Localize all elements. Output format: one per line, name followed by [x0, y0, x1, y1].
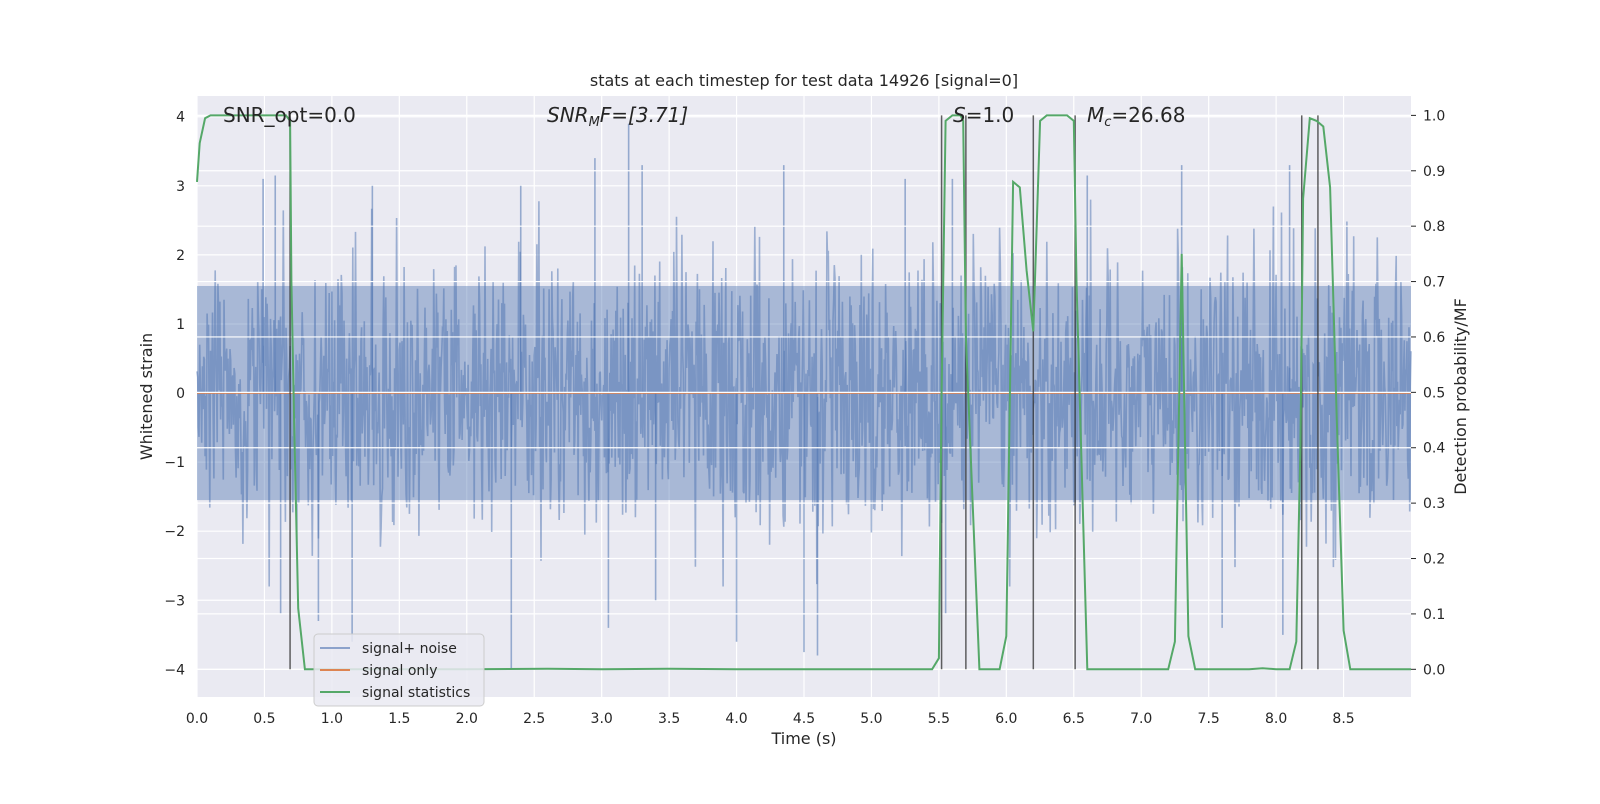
- right-axis-label: Detection probability/MF: [1451, 298, 1470, 495]
- x-axis-ticks: 0.0 0.5 1.0 1.5 2.0 2.5 3.0 3.5 4.0 4.5 5.0 5.5 6.0 6…: [186, 711, 1355, 727]
- signal-statistics-line: [196, 114, 1411, 671]
- x-tick-label: 7.5: [1198, 711, 1220, 727]
- right-tick-label: 0.7: [1423, 275, 1445, 291]
- right-tick-label: 0.2: [1423, 552, 1445, 568]
- x-tick-label: 8.5: [1332, 711, 1354, 727]
- right-tick-label: 0.4: [1423, 441, 1445, 457]
- right-tick-label: 0.9: [1423, 164, 1445, 180]
- annotation-snr-mf-subscript: M: [589, 115, 600, 130]
- annotations: SNR_opt=0.0 SNRMF=[3.71] S=1.0 Mc=26.68: [223, 103, 1185, 130]
- right-tick-label: 0.8: [1423, 219, 1445, 235]
- y-tick-label: −3: [164, 593, 185, 609]
- x-tick-label: 8.0: [1265, 711, 1287, 727]
- x-tick-label: 2.0: [456, 711, 478, 727]
- y-tick-label: −4: [164, 662, 185, 678]
- x-tick-label: 4.0: [725, 711, 747, 727]
- y-tick-label: 2: [176, 248, 185, 264]
- y-tick-label: 0: [176, 386, 185, 402]
- series-signal-statistics: [196, 114, 1411, 671]
- right-tick-label: 0.3: [1423, 496, 1445, 512]
- x-tick-label: 2.5: [523, 711, 545, 727]
- right-tick-label: 0.5: [1423, 385, 1445, 401]
- legend-label: signal only: [362, 663, 437, 679]
- y-tick-label: −1: [164, 455, 185, 471]
- signal-noise-line: [196, 199, 1412, 587]
- annotation-mc-subscript: c: [1104, 115, 1111, 130]
- y-tick-label: −2: [164, 524, 185, 540]
- annotation-mc-symbol: M: [1087, 103, 1104, 127]
- annotation-s: S=1.0: [953, 103, 1014, 127]
- annotation-snr-mf-value: F=[3.71]: [600, 103, 688, 127]
- y-tick-label: 4: [176, 110, 185, 126]
- x-tick-label: 5.0: [860, 711, 882, 727]
- right-tick-label: 0.6: [1423, 330, 1445, 346]
- x-tick-label: 0.5: [253, 711, 275, 727]
- annotation-s-value: =1.0: [966, 103, 1015, 127]
- legend-label: signal+ noise: [362, 641, 457, 657]
- chart-title: stats at each timestep for test data 149…: [590, 71, 1018, 90]
- annotation-snr-mf-symbol: SNR: [547, 103, 589, 127]
- legend-box: [313, 633, 485, 707]
- right-tick-label: 0.0: [1423, 662, 1445, 678]
- x-tick-label: 1.5: [388, 711, 410, 727]
- x-tick-label: 5.5: [928, 711, 950, 727]
- x-tick-label: 3.5: [658, 711, 680, 727]
- x-axis-label: Time (s): [770, 729, 836, 748]
- annotation-mc: Mc=26.68: [1087, 103, 1185, 130]
- x-tick-label: 4.5: [793, 711, 815, 727]
- x-tick-label: 3.0: [591, 711, 613, 727]
- x-tick-label: 6.5: [1063, 711, 1085, 727]
- y-tick-label: 3: [176, 179, 185, 195]
- legend: signal+ noise signal only signal statistic…: [313, 633, 485, 707]
- x-tick-label: 0.0: [186, 711, 208, 727]
- legend-label: signal statistics: [362, 685, 470, 701]
- annotation-snr-mf: SNRMF=[3.71]: [547, 103, 688, 130]
- y-axis-label: Whitened strain: [137, 333, 156, 460]
- annotation-snr-opt: SNR_opt=0.0: [223, 103, 356, 127]
- y-tick-label: 1: [176, 317, 185, 333]
- annotation-mc-value: =26.68: [1111, 103, 1185, 127]
- right-tick-label: 1.0: [1423, 108, 1445, 124]
- right-tick-label: 0.1: [1423, 607, 1445, 623]
- x-tick-label: 6.0: [995, 711, 1017, 727]
- annotation-s-symbol: S: [953, 103, 966, 127]
- right-axis-ticks: 0.0 0.1 0.2 0.3 0.4 0.5 0.6 0.7 0.8 0.9 1.0: [1411, 108, 1445, 678]
- y-axis-ticks: −4 −3 −2 −1 0 1 2 3 4: [164, 110, 185, 679]
- x-tick-label: 7.0: [1130, 711, 1152, 727]
- x-tick-label: 1.0: [321, 711, 343, 727]
